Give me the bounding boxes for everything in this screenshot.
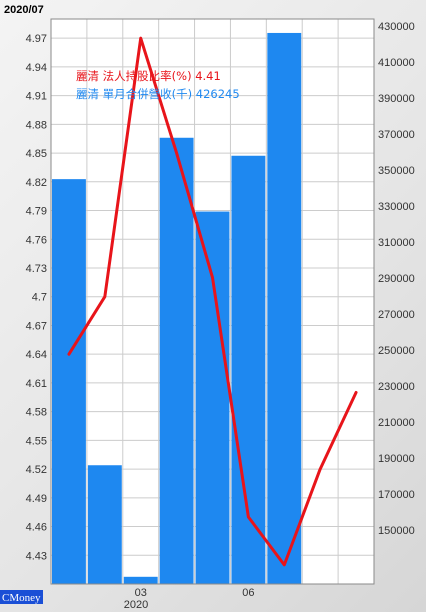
- right-tick-label-4: 350000: [378, 165, 415, 177]
- right-tick-label-0: 430000: [378, 21, 415, 33]
- left-tick-label-12: 4.61: [26, 378, 47, 390]
- left-tick-label-1: 4.94: [26, 62, 47, 74]
- left-axis-ticks: 4.97 4.94 4.91 4.88 4.85 4.82 4.79 4.76 4.73 4.7 4…: [26, 33, 47, 562]
- right-tick-label-5: 330000: [378, 201, 415, 213]
- revenue-bar-2020/04: [159, 137, 194, 584]
- left-tick-label-4: 4.85: [26, 148, 47, 160]
- left-tick-label-15: 4.52: [26, 464, 47, 476]
- holding-ratio-point-2020/05: [212, 277, 213, 279]
- holding-ratio-point-2020/03: [140, 37, 142, 39]
- revenue-bar-2020/01: [52, 179, 86, 584]
- right-tick-label-11: 210000: [378, 417, 415, 429]
- left-tick-label-16: 4.49: [26, 493, 47, 505]
- plot-border: [50, 18, 375, 585]
- left-tick-label-3: 4.88: [26, 119, 47, 131]
- legend-line-series: 麗清 法人持股比率(%) 4.41: [76, 69, 221, 83]
- left-tick-label-0: 4.97: [26, 33, 47, 45]
- watermark-text: CMoney: [2, 592, 41, 604]
- left-tick-label-18: 4.43: [26, 550, 47, 562]
- holding-ratio-point-2020/07: [283, 564, 285, 566]
- left-tick-label-7: 4.76: [26, 234, 47, 246]
- holding-ratio-point-2020/02: [104, 296, 106, 298]
- left-tick-label-9: 4.7: [32, 292, 47, 304]
- left-tick-label-2: 4.91: [26, 91, 47, 103]
- right-tick-label-6: 310000: [378, 237, 415, 249]
- revenue-bar-2020/03: [123, 576, 158, 584]
- left-tick-label-17: 4.46: [26, 522, 47, 534]
- revenue-bar-2020/02: [87, 465, 122, 584]
- right-tick-label-9: 250000: [378, 345, 415, 357]
- left-tick-label-8: 4.73: [26, 263, 47, 275]
- watermark-background: [0, 590, 43, 604]
- right-tick-label-8: 270000: [378, 309, 415, 321]
- right-axis-ticks: 430000 410000 390000 370000 350000 330000 3100…: [378, 21, 415, 537]
- right-tick-label-1: 410000: [378, 57, 415, 69]
- x-tick-label-1: 06: [242, 587, 254, 599]
- right-tick-label-14: 150000: [378, 525, 415, 537]
- line-series: [67, 36, 358, 567]
- left-tick-label-5: 4.82: [26, 177, 47, 189]
- left-tick-label-10: 4.67: [26, 320, 47, 332]
- revenue-bar-2020/06: [231, 155, 266, 584]
- x-tick-label-0: 03: [135, 587, 147, 599]
- right-tick-label-3: 370000: [378, 129, 415, 141]
- revenue-bar-2020/07: [267, 32, 302, 585]
- x-axis-ticks: 03 06: [135, 587, 255, 599]
- left-tick-label-6: 4.79: [26, 206, 47, 218]
- x-year-label: 2020: [124, 599, 148, 611]
- date-label: 2020/07: [4, 4, 44, 16]
- left-tick-label-14: 4.55: [26, 435, 47, 447]
- holding-ratio-point-2020/04: [176, 152, 178, 154]
- bar-series: [52, 32, 302, 585]
- revenue-bar-2020/05: [195, 211, 230, 584]
- right-tick-label-10: 230000: [378, 381, 415, 393]
- left-tick-label-13: 4.58: [26, 407, 47, 419]
- right-tick-label-7: 290000: [378, 273, 415, 285]
- holding-ratio-point-2020/06: [247, 516, 249, 518]
- left-tick-label-11: 4.64: [26, 349, 47, 361]
- legend-bar-series: 麗清 單月合併營收(千) 426245: [76, 87, 240, 101]
- holding-ratio-point-2020/01: [68, 353, 70, 355]
- right-tick-label-13: 170000: [378, 489, 415, 501]
- right-tick-label-2: 390000: [378, 93, 415, 105]
- right-tick-label-12: 190000: [378, 453, 415, 465]
- holding-ratio-point-2020/08: [319, 468, 321, 470]
- holding-ratio-point-2020/09: [355, 391, 357, 393]
